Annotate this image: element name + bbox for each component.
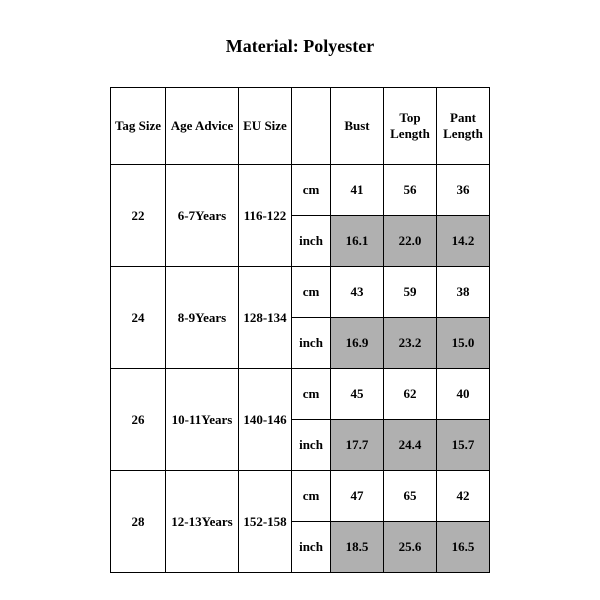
page: Material: Polyester Tag Size Age Advice … xyxy=(0,0,600,600)
cell-pant: 36 xyxy=(437,165,490,216)
cell-unit: inch xyxy=(292,216,331,267)
cell-top: 65 xyxy=(384,471,437,522)
cell-tag: 26 xyxy=(111,369,166,471)
cell-tag: 28 xyxy=(111,471,166,573)
cell-age: 6-7Years xyxy=(166,165,239,267)
cell-unit: inch xyxy=(292,522,331,573)
cell-pant: 16.5 xyxy=(437,522,490,573)
cell-unit: cm xyxy=(292,165,331,216)
cell-bust: 43 xyxy=(331,267,384,318)
col-pant-length: PantLength xyxy=(437,88,490,165)
cell-top: 62 xyxy=(384,369,437,420)
cell-top: 22.0 xyxy=(384,216,437,267)
table-row: 22 6-7Years 116-122 cm 41 56 36 xyxy=(111,165,490,216)
cell-pant: 38 xyxy=(437,267,490,318)
cell-top: 25.6 xyxy=(384,522,437,573)
cell-unit: cm xyxy=(292,471,331,522)
cell-pant: 42 xyxy=(437,471,490,522)
table-row: 28 12-13Years 152-158 cm 47 65 42 xyxy=(111,471,490,522)
cell-bust: 18.5 xyxy=(331,522,384,573)
table-row: 24 8-9Years 128-134 cm 43 59 38 xyxy=(111,267,490,318)
cell-tag: 22 xyxy=(111,165,166,267)
cell-age: 10-11Years xyxy=(166,369,239,471)
size-table: Tag Size Age Advice EU Size Bust TopLeng… xyxy=(110,87,490,573)
cell-top: 24.4 xyxy=(384,420,437,471)
cell-bust: 17.7 xyxy=(331,420,384,471)
col-eu-size: EU Size xyxy=(239,88,292,165)
cell-top: 23.2 xyxy=(384,318,437,369)
cell-pant: 40 xyxy=(437,369,490,420)
cell-pant: 14.2 xyxy=(437,216,490,267)
cell-unit: cm xyxy=(292,267,331,318)
table-body: 22 6-7Years 116-122 cm 41 56 36 inch 16.… xyxy=(111,165,490,573)
cell-bust: 16.9 xyxy=(331,318,384,369)
col-top-length: TopLength xyxy=(384,88,437,165)
cell-top: 59 xyxy=(384,267,437,318)
cell-unit: cm xyxy=(292,369,331,420)
cell-bust: 47 xyxy=(331,471,384,522)
cell-eu: 152-158 xyxy=(239,471,292,573)
cell-eu: 140-146 xyxy=(239,369,292,471)
cell-bust: 16.1 xyxy=(331,216,384,267)
cell-pant: 15.7 xyxy=(437,420,490,471)
page-title: Material: Polyester xyxy=(0,36,600,57)
col-age-advice: Age Advice xyxy=(166,88,239,165)
cell-bust: 45 xyxy=(331,369,384,420)
cell-pant: 15.0 xyxy=(437,318,490,369)
cell-tag: 24 xyxy=(111,267,166,369)
cell-bust: 41 xyxy=(331,165,384,216)
cell-unit: inch xyxy=(292,420,331,471)
col-bust: Bust xyxy=(331,88,384,165)
cell-unit: inch xyxy=(292,318,331,369)
cell-age: 12-13Years xyxy=(166,471,239,573)
cell-eu: 128-134 xyxy=(239,267,292,369)
cell-eu: 116-122 xyxy=(239,165,292,267)
table-header-row: Tag Size Age Advice EU Size Bust TopLeng… xyxy=(111,88,490,165)
cell-top: 56 xyxy=(384,165,437,216)
col-unit xyxy=(292,88,331,165)
cell-age: 8-9Years xyxy=(166,267,239,369)
table-wrap: Tag Size Age Advice EU Size Bust TopLeng… xyxy=(0,87,600,573)
col-tag-size: Tag Size xyxy=(111,88,166,165)
table-row: 26 10-11Years 140-146 cm 45 62 40 xyxy=(111,369,490,420)
